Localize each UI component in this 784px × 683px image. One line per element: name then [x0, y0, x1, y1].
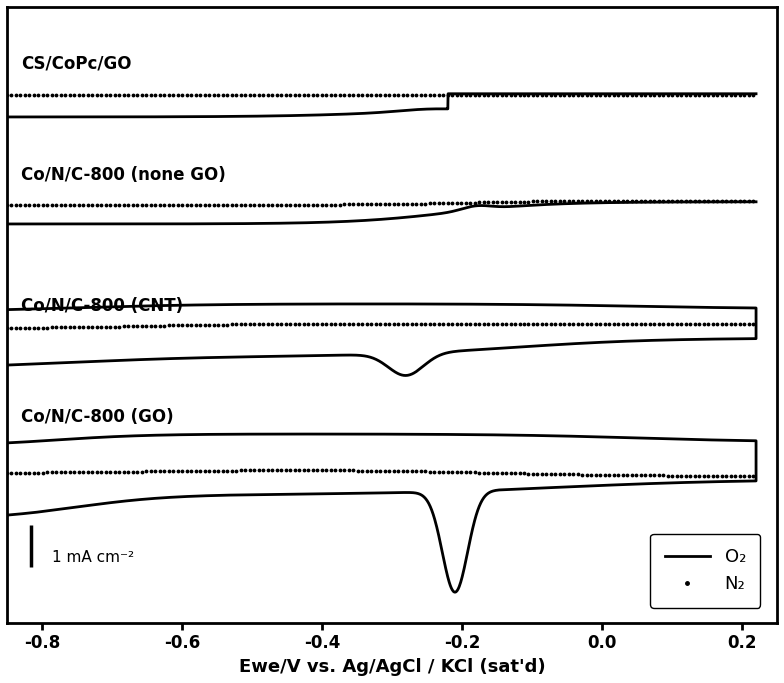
X-axis label: Ewe/V vs. Ag/AgCl / KCl (sat'd): Ewe/V vs. Ag/AgCl / KCl (sat'd) — [238, 658, 546, 676]
Text: Co/N/C-800 (GO): Co/N/C-800 (GO) — [21, 408, 173, 426]
Text: 1 mA cm⁻²: 1 mA cm⁻² — [53, 550, 135, 565]
Text: CS/CoPc/GO: CS/CoPc/GO — [21, 55, 132, 72]
Text: Co/N/C-800 (none GO): Co/N/C-800 (none GO) — [21, 165, 226, 184]
Text: Co/N/C-800 (CNT): Co/N/C-800 (CNT) — [21, 297, 183, 315]
Legend: O₂, N₂: O₂, N₂ — [651, 533, 760, 607]
